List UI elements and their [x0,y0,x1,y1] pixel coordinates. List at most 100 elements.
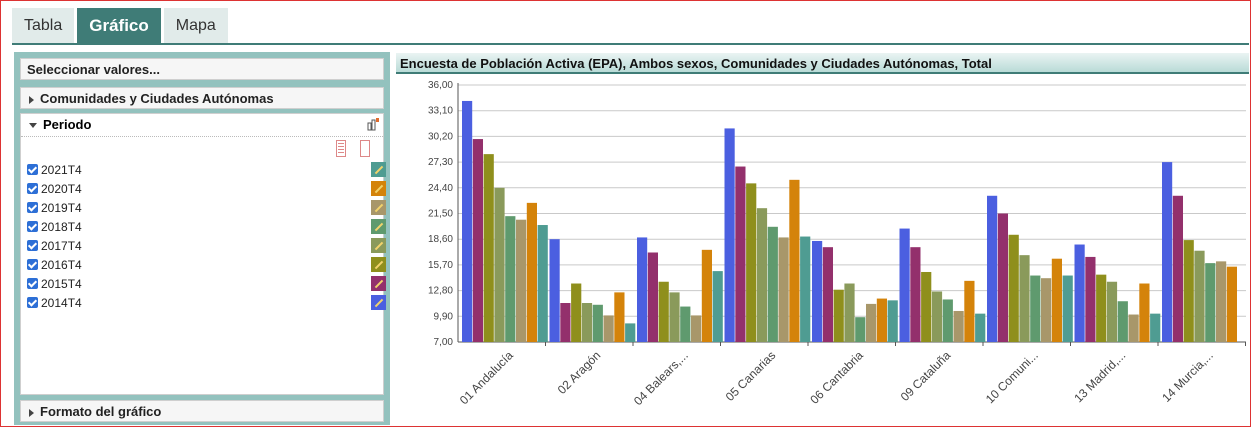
tab-tabla[interactable]: Tabla [12,8,75,44]
period-label: 2021T4 [41,162,82,177]
chart-settings-icon[interactable] [367,117,381,131]
x-tick-label: 10 Comuni... [983,348,1041,406]
bar [1162,162,1173,342]
period-item[interactable]: 2015T4 [27,274,82,293]
bar [462,100,473,342]
tab-grafico[interactable]: Gráfico [77,8,161,44]
period-item[interactable]: 2019T4 [27,198,82,217]
x-tick-label: 13 Madrid,... [1071,348,1128,405]
tab-mapa[interactable]: Mapa [163,8,228,44]
bar [844,283,855,342]
regions-section-header[interactable]: Comunidades y Ciudades Autónomas [20,87,384,109]
bar [964,280,975,342]
y-tick-label: 24,40 [428,183,453,194]
bar [658,281,669,342]
period-checkbox[interactable] [27,202,38,213]
bar [1205,263,1216,342]
bar [1085,256,1096,342]
bar [1216,261,1227,342]
bar [712,271,723,342]
bar [833,289,844,342]
period-label: 2019T4 [41,200,82,215]
period-checkbox[interactable] [27,164,38,175]
bar [887,300,898,342]
series-color-picker[interactable] [371,295,386,310]
series-color-picker[interactable] [371,219,386,234]
period-checkbox[interactable] [27,278,38,289]
period-item[interactable]: 2017T4 [27,236,82,255]
y-tick-label: 27,30 [428,157,453,168]
x-tick-label: 14 Murcia,... [1159,348,1216,405]
period-checkbox[interactable] [27,183,38,194]
period-checkbox[interactable] [27,221,38,232]
y-tick-label: 21,50 [428,209,453,220]
bar [975,313,986,342]
series-color-picker[interactable] [371,181,386,196]
chevron-right-icon [29,95,34,104]
period-checkbox[interactable] [27,259,38,270]
bar [581,303,593,342]
period-header-label: Periodo [43,117,92,132]
bar [942,299,953,342]
x-tick-label: 05 Canarias [723,348,779,404]
period-item[interactable]: 2018T4 [27,217,82,236]
period-item[interactable]: 2016T4 [27,255,82,274]
bar [724,128,735,342]
select-values-button[interactable]: Seleccionar valores... [20,58,384,80]
bar [1074,244,1085,342]
x-tick-label: 09 Cataluña [898,348,954,404]
series-color-picker[interactable] [371,257,386,272]
select-all-icon[interactable] [336,140,346,157]
period-item[interactable]: 2020T4 [27,179,82,198]
y-tick-label: 9,90 [434,311,454,322]
y-tick-label: 7,00 [434,337,454,348]
bar [778,237,789,342]
period-item[interactable]: 2021T4 [27,160,82,179]
bar [669,292,680,342]
series-color-picker[interactable] [371,238,386,253]
x-tick-label: 06 Cantabria [807,348,866,407]
bar [680,306,691,342]
y-tick-label: 18,60 [428,234,453,245]
series-color-picker[interactable] [371,200,386,215]
bar [603,315,614,342]
bar [1172,195,1183,342]
period-list: 2021T4 2020T4 2019T4 2018T4 2017T4 2016T4 2015… [27,160,82,312]
bar [1030,275,1041,342]
format-section-header[interactable]: Formato del gráfico [20,400,384,422]
bar [899,228,910,342]
period-label: 2018T4 [41,219,82,234]
period-checkbox[interactable] [27,240,38,251]
y-tick-label: 15,70 [428,260,453,271]
period-label: 2014T4 [41,295,82,310]
bar [1019,255,1030,342]
bar [1041,278,1052,342]
bar [822,247,833,342]
bar [560,303,571,342]
bar [1194,250,1205,342]
bar [855,317,866,342]
bar [997,213,1008,342]
period-checkbox[interactable] [27,297,38,308]
select-none-icon[interactable] [360,140,370,157]
tab-underline [12,43,1249,45]
bar [549,239,560,342]
bar [505,216,516,342]
period-section-header[interactable]: Periodo [21,114,383,137]
period-item[interactable]: 2014T4 [27,293,82,312]
bar [614,292,625,342]
bar [735,166,746,342]
series-color-picker[interactable] [371,162,386,177]
period-section: Periodo 2021T4 2020T4 2019T4 2018T4 2017T4 20… [20,113,386,395]
bar [812,240,823,342]
bar [625,323,636,342]
bar [910,247,921,342]
bar [516,219,527,342]
bar [637,237,648,342]
bar [746,183,757,342]
bar [1139,283,1150,342]
bar [1128,314,1139,342]
bar [1183,240,1194,342]
series-color-picker[interactable] [371,276,386,291]
regions-header-label: Comunidades y Ciudades Autónomas [40,91,274,106]
